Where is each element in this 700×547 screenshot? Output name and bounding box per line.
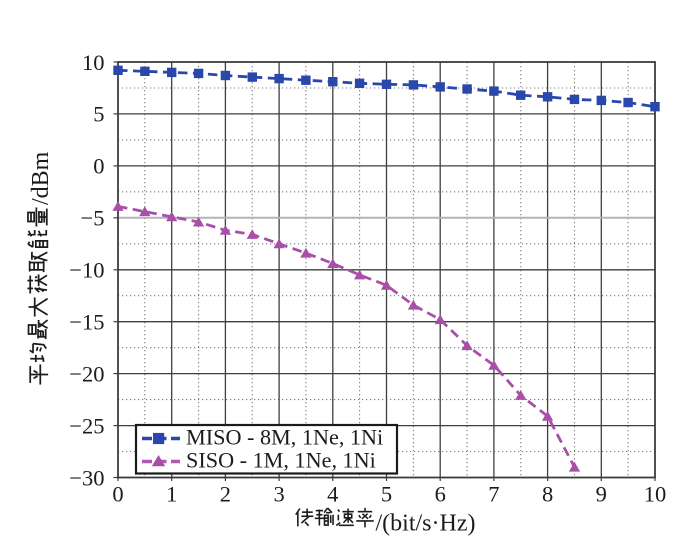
svg-text:4: 4 — [327, 482, 338, 507]
svg-text:2: 2 — [220, 482, 231, 507]
svg-text:−20: −20 — [69, 361, 104, 386]
svg-text:0: 0 — [112, 482, 123, 507]
svg-text:10: 10 — [82, 50, 105, 75]
svg-text:5: 5 — [93, 102, 104, 127]
svg-text:−15: −15 — [69, 310, 104, 335]
svg-text:−25: −25 — [69, 413, 104, 438]
svg-text:7: 7 — [488, 482, 499, 507]
svg-text:SISO - 1M, 1Ne, 1Ni: SISO - 1M, 1Ne, 1Ni — [186, 448, 376, 473]
svg-text:1: 1 — [166, 482, 177, 507]
svg-text:8: 8 — [542, 482, 553, 507]
svg-text:10: 10 — [644, 482, 667, 507]
svg-text:/(bit/s·Hz): /(bit/s·Hz) — [376, 511, 476, 537]
svg-text:−5: −5 — [81, 206, 105, 231]
svg-text:MISO - 8M, 1Ne, 1Ni: MISO - 8M, 1Ne, 1Ni — [186, 425, 383, 450]
svg-text:6: 6 — [435, 482, 446, 507]
svg-text:−10: −10 — [69, 258, 104, 283]
svg-text:5: 5 — [381, 482, 392, 507]
svg-text:/dBm: /dBm — [28, 151, 54, 205]
svg-text:3: 3 — [273, 482, 284, 507]
svg-text:−30: −30 — [69, 465, 104, 490]
svg-text:9: 9 — [596, 482, 607, 507]
svg-text:0: 0 — [93, 154, 104, 179]
